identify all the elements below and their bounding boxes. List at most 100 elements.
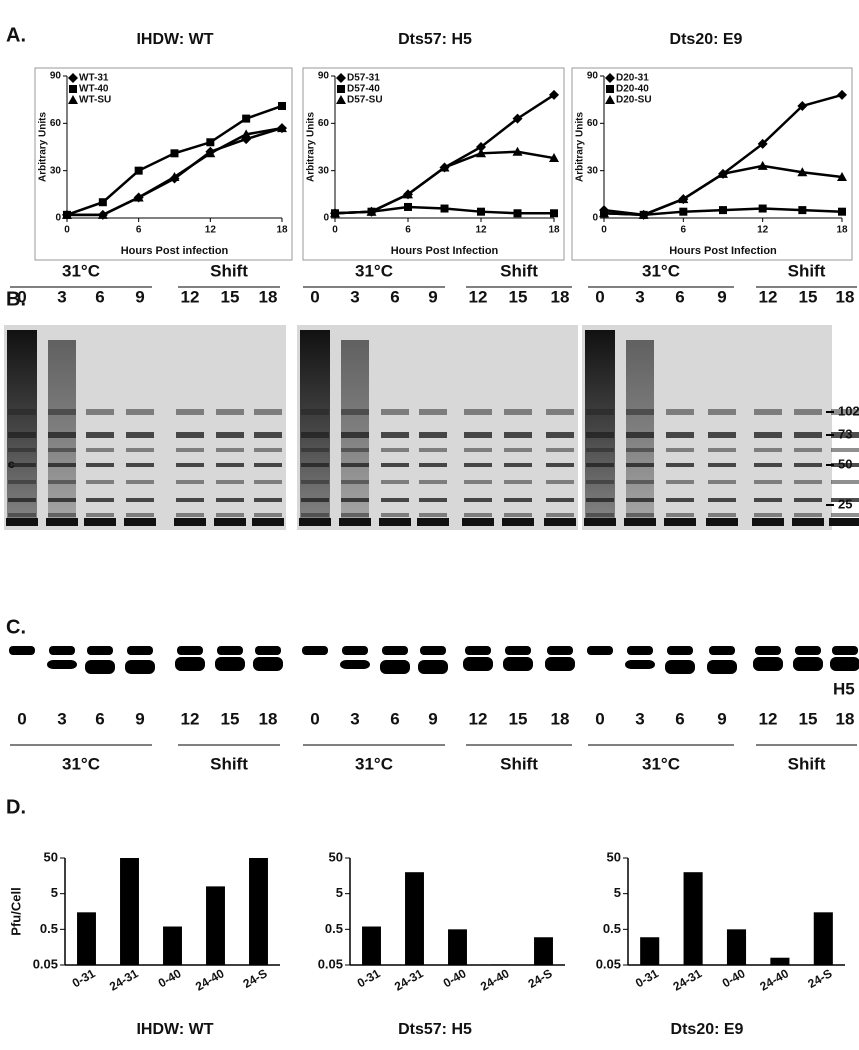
marker xyxy=(798,206,807,215)
gel-band xyxy=(754,480,782,484)
gel-band xyxy=(504,432,532,438)
marker xyxy=(440,204,449,213)
lane-label: 6 xyxy=(675,709,684,728)
bar xyxy=(491,964,510,965)
gel-band xyxy=(86,409,114,415)
gel-band xyxy=(546,513,574,517)
marker xyxy=(336,95,346,104)
x-tick-label: 24-40 xyxy=(757,966,791,994)
gel-band xyxy=(666,432,694,438)
gel-band xyxy=(46,518,78,526)
gel-band xyxy=(86,448,114,452)
gel-smear xyxy=(585,330,615,525)
gel-band xyxy=(419,498,447,502)
lane-label: 3 xyxy=(57,287,66,306)
gel-band xyxy=(752,518,784,526)
lane-label: 18 xyxy=(259,287,278,306)
gel-band xyxy=(8,480,36,484)
lane-label: 0 xyxy=(310,287,319,306)
marker xyxy=(403,189,413,199)
y-axis-label: Pfu/Cell xyxy=(8,887,23,935)
lane-label: 15 xyxy=(221,709,240,728)
gel-band xyxy=(48,432,76,438)
y-tick-label: 5 xyxy=(336,885,343,900)
gel-band xyxy=(831,513,859,517)
x-tick-label: 18 xyxy=(276,225,288,236)
bar xyxy=(770,957,790,965)
gel-band xyxy=(754,498,782,502)
gel-band xyxy=(504,480,532,484)
gel-band xyxy=(126,498,154,502)
gel-band xyxy=(124,518,156,526)
lane-label: 12 xyxy=(759,287,778,306)
gel-band xyxy=(626,409,654,415)
bar xyxy=(448,929,467,965)
y-tick-label: 90 xyxy=(587,71,599,82)
x-tick-label: 0-31 xyxy=(355,966,383,990)
gel-band xyxy=(216,409,244,415)
bar xyxy=(726,929,747,965)
marker xyxy=(68,73,78,83)
marker xyxy=(98,198,107,207)
group-label: Shift xyxy=(500,754,538,773)
y-tick-label: 90 xyxy=(318,71,330,82)
y-tick-label: 0 xyxy=(323,213,329,224)
blot-band xyxy=(9,646,35,655)
y-tick-label: 0.05 xyxy=(596,956,621,971)
gel-band xyxy=(794,463,822,467)
gel-band xyxy=(254,498,282,502)
x-tick-label: 24-S xyxy=(805,966,834,991)
gel-band xyxy=(794,498,822,502)
marker xyxy=(679,207,688,216)
lane-label: 0 xyxy=(595,709,604,728)
lane-label: 9 xyxy=(135,287,144,306)
panel-label: B. xyxy=(6,288,26,310)
gel-band xyxy=(254,463,282,467)
marker xyxy=(719,206,727,215)
gel-band xyxy=(708,463,736,467)
blot-band xyxy=(503,657,533,671)
chart-frame xyxy=(302,67,565,261)
panel-label: D. xyxy=(6,796,26,818)
gel-band xyxy=(126,448,154,452)
marker xyxy=(758,204,767,213)
gel-band xyxy=(708,409,736,415)
series-line xyxy=(603,93,843,217)
blot-band xyxy=(87,646,113,655)
gel-band xyxy=(504,448,532,452)
x-tick-label: 0 xyxy=(601,225,607,236)
gel-band xyxy=(794,432,822,438)
gel-band xyxy=(464,463,492,467)
x-tick-label: 12 xyxy=(757,225,769,236)
legend-label: D20-SU xyxy=(616,95,652,106)
legend-label: D20-31 xyxy=(616,73,649,84)
y-tick-label: 90 xyxy=(50,71,62,82)
gel-band xyxy=(176,498,204,502)
x-tick-label: 6 xyxy=(405,225,411,236)
marker xyxy=(97,209,108,219)
gel-band xyxy=(8,409,36,415)
gel-band xyxy=(381,448,409,452)
size-marker: 25 xyxy=(838,496,852,511)
gel-band xyxy=(252,518,284,526)
gel-band xyxy=(708,480,736,484)
gel-band xyxy=(381,513,409,517)
x-tick-label: 24-40 xyxy=(193,966,227,994)
bar xyxy=(249,858,268,965)
gel-band xyxy=(341,409,369,415)
blot-band xyxy=(587,646,613,655)
blot-band xyxy=(215,657,245,671)
gel-band xyxy=(664,518,696,526)
gel-band xyxy=(666,448,694,452)
group-label: 31°C xyxy=(62,754,100,773)
x-tick-label: 24-31 xyxy=(671,966,705,994)
x-axis-label: Hours Post Infection xyxy=(391,245,499,257)
gel-band xyxy=(48,513,76,517)
gel-band xyxy=(831,432,859,438)
y-axis-label: Arbitrary Units xyxy=(306,112,317,182)
bar xyxy=(163,926,182,965)
gel-band xyxy=(419,432,447,438)
marker xyxy=(638,209,649,219)
y-tick-label: 0.05 xyxy=(33,956,58,971)
